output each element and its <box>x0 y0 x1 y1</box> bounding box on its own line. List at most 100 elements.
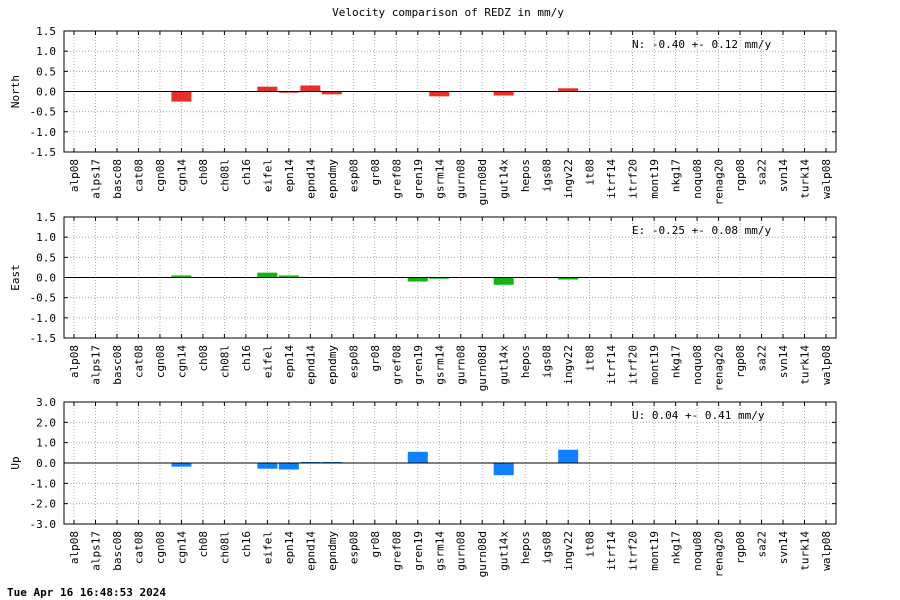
velocity-annotation-up: U: 0.04 +- 0.41 mm/y <box>632 409 765 422</box>
bar-gsrm14 <box>429 91 450 97</box>
x-tick-label: gr08 <box>369 531 382 558</box>
x-tick-label: igs08 <box>541 159 554 192</box>
x-tick-label: sa22 <box>756 345 769 372</box>
y-tick-label: 1.5 <box>36 211 56 224</box>
x-tick-label: nkg17 <box>670 531 683 564</box>
x-tick-label: ch08l <box>218 531 231 564</box>
x-tick-label: sa22 <box>756 531 769 558</box>
y-tick-label: 3.0 <box>36 396 56 409</box>
y-tick-label: 1.5 <box>36 25 56 38</box>
bar-ingv22 <box>558 277 579 280</box>
x-tick-label: gref08 <box>390 531 403 571</box>
bar-eifel <box>257 463 278 469</box>
x-tick-label: gut14x <box>498 531 511 571</box>
x-tick-label: gurn08d <box>476 531 489 577</box>
x-tick-label: noqu08 <box>691 159 704 199</box>
x-tick-label: ch08l <box>218 345 231 378</box>
x-tick-label: it08 <box>584 159 597 186</box>
x-tick-label: walp08 <box>820 345 833 385</box>
x-tick-label: ch16 <box>240 345 253 372</box>
x-tick-label: itrf14 <box>605 531 618 571</box>
x-tick-label: sa22 <box>756 159 769 186</box>
y-tick-label: -1.5 <box>30 332 57 345</box>
x-tick-label: cat08 <box>132 345 145 378</box>
x-tick-label: gref08 <box>390 345 403 385</box>
bar-epn14 <box>278 91 299 93</box>
y-tick-label: 0.0 <box>36 86 56 99</box>
y-tick-label: -2.0 <box>30 498 57 511</box>
x-tick-label: gut14x <box>498 159 511 199</box>
y-tick-label: 0.5 <box>36 251 56 264</box>
x-tick-label: gren19 <box>412 159 425 199</box>
bar-gut14x <box>493 277 514 285</box>
bar-cgn14 <box>171 275 192 278</box>
x-tick-label: epnd14 <box>304 531 317 571</box>
bar-eifel <box>257 272 278 278</box>
x-tick-label: rgp08 <box>734 345 747 378</box>
x-tick-label: ch16 <box>240 159 253 186</box>
y-tick-label: 0.0 <box>36 457 56 470</box>
chart-title: Velocity comparison of REDZ in mm/y <box>332 6 564 19</box>
x-tick-label: hepos <box>519 345 532 378</box>
x-tick-label: alp08 <box>68 531 81 564</box>
y-tick-label: -0.5 <box>30 292 57 305</box>
x-tick-label: mont19 <box>648 531 661 571</box>
x-tick-label: noqu08 <box>691 531 704 571</box>
x-tick-label: noqu08 <box>691 345 704 385</box>
x-tick-label: itrf20 <box>627 159 640 199</box>
x-tick-label: cgn08 <box>154 159 167 192</box>
bar-epnd14 <box>300 461 321 463</box>
x-tick-label: ch08l <box>218 159 231 192</box>
x-tick-label: esp08 <box>347 531 360 564</box>
bar-gren19 <box>407 277 428 282</box>
x-tick-label: gsrm14 <box>433 159 446 199</box>
bar-epndmy <box>321 461 342 463</box>
x-tick-label: rgp08 <box>734 159 747 192</box>
panel-east: 1.5 1.0 0.5 0.0 -0.5 -1.0 -1.5 alp08 alps17 basc0… <box>9 211 837 391</box>
x-tick-label: walp08 <box>820 531 833 571</box>
bar-epn14 <box>278 463 299 470</box>
x-tick-label: svn14 <box>777 345 790 378</box>
x-tick-label: gref08 <box>390 159 403 199</box>
y-tick-label: 1.0 <box>36 231 56 244</box>
x-tick-label: alps17 <box>89 159 102 199</box>
x-tick-label: turk14 <box>799 159 812 199</box>
x-tick-label: gurn08d <box>476 159 489 205</box>
x-tick-label: hepos <box>519 531 532 564</box>
x-tick-label: ch16 <box>240 531 253 558</box>
x-tick-label: epndmy <box>326 531 339 571</box>
x-tick-label: epndmy <box>326 345 339 385</box>
x-tick-label: gsrm14 <box>433 345 446 385</box>
x-tick-label: hepos <box>519 159 532 192</box>
x-tick-label: nkg17 <box>670 159 683 192</box>
x-tick-label: cgn14 <box>175 345 188 378</box>
chart-panels: 1.5 1.0 0.5 0.0 -0.5 -1.0 -1.5 alp08 alps17 basc0… <box>9 25 837 577</box>
bar-gsrm14 <box>429 277 450 279</box>
x-tick-label: ingv22 <box>562 159 575 199</box>
x-tick-label: ch08 <box>197 531 210 558</box>
x-tick-label: epnd14 <box>304 159 317 199</box>
x-tick-label: svn14 <box>777 159 790 192</box>
x-tick-label: eifel <box>261 531 274 564</box>
x-tick-label: turk14 <box>799 531 812 571</box>
x-tick-label: gren19 <box>412 345 425 385</box>
x-tick-label: igs08 <box>541 345 554 378</box>
x-tick-label: alps17 <box>89 531 102 571</box>
velocity-annotation-east: E: -0.25 +- 0.08 mm/y <box>632 224 771 237</box>
bar-ingv22 <box>558 449 579 463</box>
y-tick-label: 0.5 <box>36 65 56 78</box>
x-tick-label: gr08 <box>369 345 382 372</box>
x-tick-label: gurn08d <box>476 345 489 391</box>
x-tick-label: basc08 <box>111 531 124 571</box>
x-tick-label: itrf20 <box>627 345 640 385</box>
bar-cgn14 <box>171 463 192 467</box>
bar-cgn14 <box>171 91 192 102</box>
x-tick-label: gren19 <box>412 531 425 571</box>
y-axis-label-up: Up <box>9 456 22 469</box>
x-tick-label: gurn08 <box>455 345 468 385</box>
x-tick-label: gurn08 <box>455 531 468 571</box>
bar-gut14x <box>493 91 514 96</box>
y-tick-label: -0.5 <box>30 106 57 119</box>
x-tick-label: itrf14 <box>605 345 618 385</box>
